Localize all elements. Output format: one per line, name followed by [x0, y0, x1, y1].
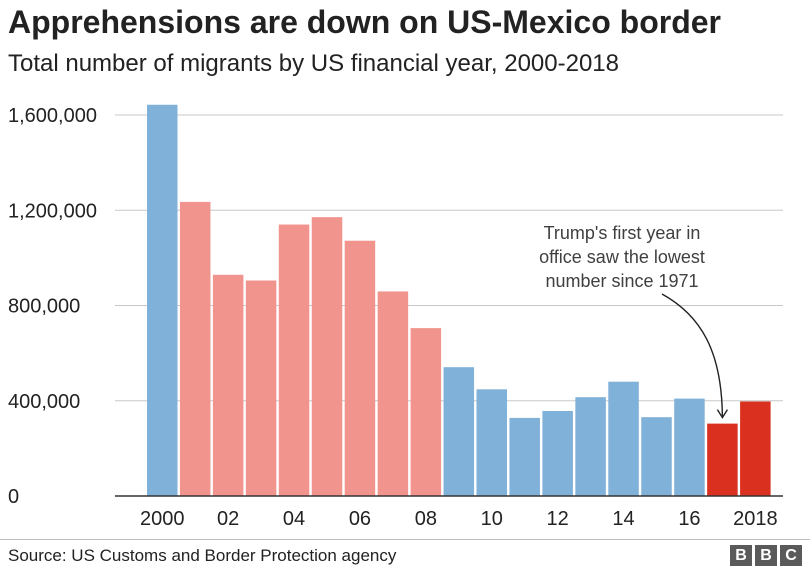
bar-2011 [509, 417, 540, 496]
x-tick-label: 02 [217, 508, 239, 530]
y-tick-label: 1,200,000 [8, 200, 97, 222]
bar-chart: 0 400,000 800,000 1,200,000 1,600,000 2000 02 0… [8, 104, 783, 530]
bar-2009 [443, 367, 475, 496]
x-tick-label: 2000 [140, 508, 185, 530]
y-tick-label: 800,000 [8, 296, 80, 318]
bar-2001 [179, 201, 211, 496]
bar-2016 [674, 398, 705, 496]
logo-letter: B [755, 545, 777, 566]
bar-2004 [278, 224, 310, 496]
x-tick-label: 14 [612, 508, 634, 530]
bar-2008 [410, 328, 442, 496]
annotation-text: number since 1971 [545, 271, 698, 291]
bar-2010 [476, 389, 507, 496]
x-tick-label: 04 [283, 508, 305, 530]
bar-2015 [641, 417, 672, 496]
chart-subtitle: Total number of migrants by US financial… [8, 50, 620, 77]
bar-2018 [740, 401, 771, 496]
bar-2012 [542, 410, 573, 496]
x-tick-label: 06 [349, 508, 371, 530]
x-tick-label: 16 [678, 508, 700, 530]
x-tick-label: 08 [415, 508, 437, 530]
logo-letter: C [780, 545, 802, 566]
y-tick-label: 1,600,000 [8, 105, 97, 127]
bar-2006 [344, 240, 376, 496]
bar-2005 [311, 217, 343, 496]
y-tick-label: 0 [8, 486, 19, 508]
x-tick-label: 10 [481, 508, 503, 530]
bar-2000 [147, 104, 178, 497]
logo-letter: B [730, 545, 752, 566]
bbc-logo: B B C [730, 545, 802, 566]
bar-2017 [707, 423, 738, 496]
annotation-text: office saw the lowest [539, 247, 705, 267]
source-note: Source: US Customs and Border Protection… [8, 546, 397, 565]
x-tick-label: 2018 [733, 508, 778, 530]
bar-2003 [245, 280, 277, 496]
annotation-arrow [661, 293, 724, 418]
footer-divider [0, 539, 810, 540]
annotation-arrowhead [716, 409, 728, 419]
bar-2007 [377, 291, 409, 496]
bar-2014 [608, 381, 639, 496]
annotation-text: Trump's first year in [544, 223, 701, 243]
bar-2013 [575, 397, 606, 496]
x-tick-label: 12 [547, 508, 569, 530]
bar-2002 [212, 274, 244, 496]
y-tick-label: 400,000 [8, 391, 80, 413]
chart-title: Apprehensions are down on US-Mexico bord… [8, 4, 721, 40]
